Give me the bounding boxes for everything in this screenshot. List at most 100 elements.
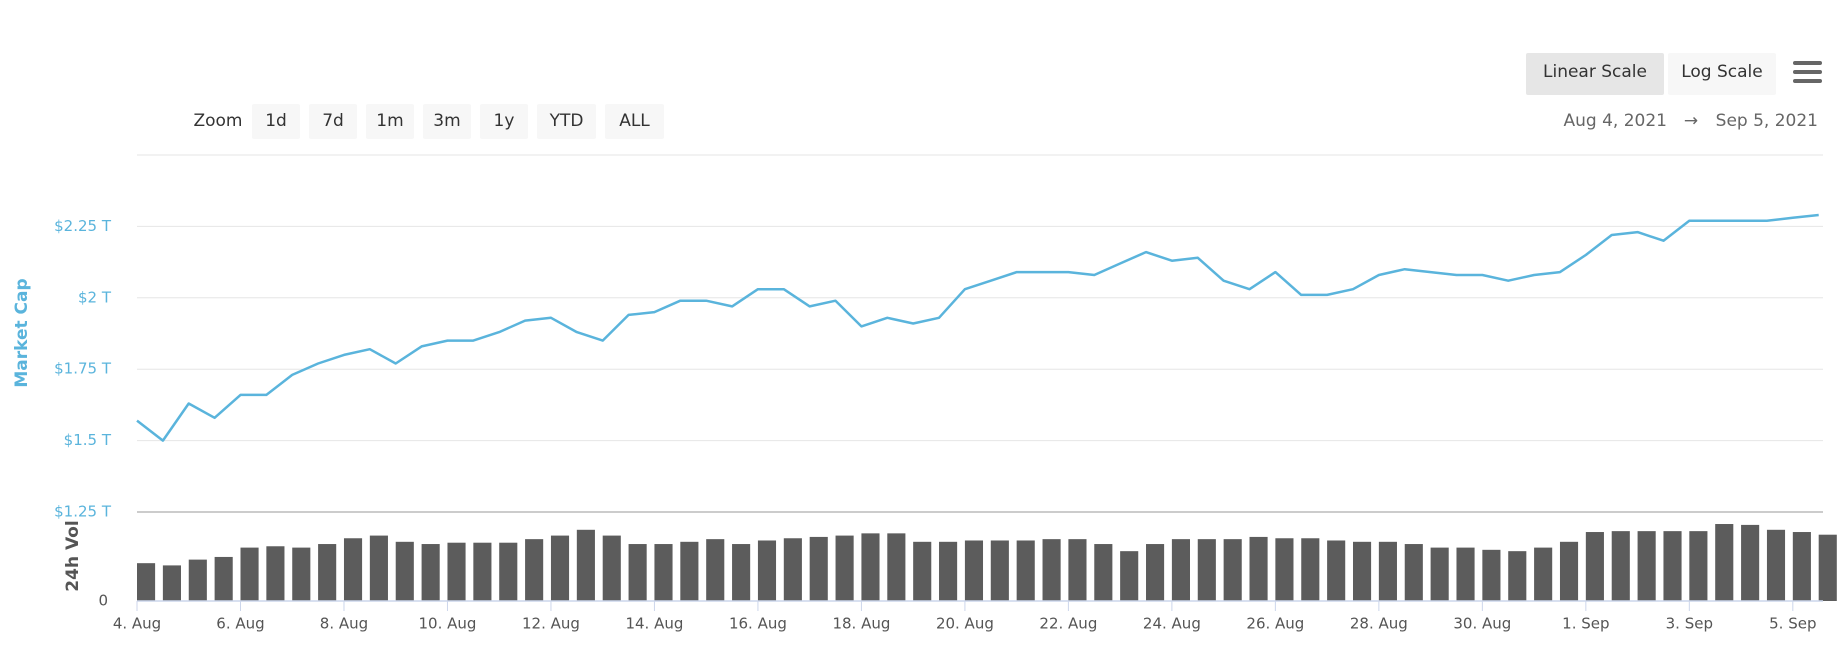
volume-bar: [576, 529, 595, 601]
volume-bar: [757, 540, 777, 601]
volume-bar: [1171, 539, 1190, 601]
volume-bar: [680, 541, 699, 601]
x-tick-label: 1. Sep: [1562, 615, 1609, 633]
volume-bar: [1456, 547, 1475, 601]
volume-bar: [1352, 541, 1372, 601]
x-tick-label: 8. Aug: [320, 615, 368, 633]
zoom-button[interactable]: [366, 104, 414, 139]
zoom-button-label: 3m: [433, 111, 460, 131]
volume-bar: [343, 538, 363, 601]
x-tick-label: 14. Aug: [625, 615, 683, 633]
volume-bar: [1120, 551, 1139, 601]
zoom-button[interactable]: [423, 104, 471, 139]
volume-bar: [1404, 544, 1423, 601]
volume-bar: [214, 556, 233, 601]
menu-icon[interactable]: [1793, 61, 1822, 83]
y-tick-label: $1.5 T: [64, 431, 112, 449]
zoom-label: Zoom: [193, 111, 242, 131]
zoom-button[interactable]: [605, 104, 664, 139]
volume-bar: [1663, 531, 1682, 601]
zoom-button-label: 7d: [322, 111, 344, 131]
volume-bar: [1197, 539, 1216, 601]
volume-bar: [1068, 539, 1087, 601]
y2-axis-title: 24h Vol: [63, 520, 83, 591]
volume-bar: [1430, 547, 1449, 601]
volume-bar: [369, 535, 388, 601]
volume-bar: [835, 535, 854, 601]
volume-bar: [1766, 529, 1786, 601]
x-tick-label: 4. Aug: [113, 615, 161, 633]
zoom-button-label: 1m: [376, 111, 403, 131]
volume-bar: [240, 547, 259, 601]
range-to: Sep 5, 2021: [1716, 111, 1818, 131]
volume-bar: [1249, 536, 1268, 601]
volume-bar: [913, 541, 932, 601]
x-tick-label: 28. Aug: [1350, 615, 1408, 633]
zoom-button[interactable]: [252, 104, 300, 139]
volume-bar: [964, 540, 984, 601]
y-axis-title: Market Cap: [12, 278, 32, 387]
x-tick-label: 20. Aug: [936, 615, 994, 633]
volume-bar: [137, 563, 156, 601]
volume-bar: [1792, 532, 1811, 601]
y-tick-label: $2 T: [78, 288, 112, 306]
volume-bar: [1378, 541, 1397, 601]
volume-bar: [1534, 547, 1553, 601]
volume-bar: [1559, 541, 1579, 601]
volume-bar: [292, 547, 311, 601]
volume-bar: [1637, 531, 1656, 601]
volume-bar: [1482, 549, 1501, 601]
volume-bar: [1094, 544, 1113, 601]
volume-bar: [602, 535, 621, 601]
zoom-button-label: 1y: [494, 111, 515, 131]
volume-bar: [1223, 539, 1242, 601]
volume-bar: [939, 541, 958, 601]
volume-bar: [1741, 524, 1760, 601]
volume-bar: [499, 542, 518, 601]
range-from: Aug 4, 2021: [1564, 111, 1668, 131]
volume-bar: [990, 540, 1009, 601]
volume-bar: [1016, 540, 1035, 601]
volume-bar: [447, 542, 466, 601]
volume-bar: [732, 544, 751, 601]
volume-bar: [318, 544, 337, 601]
y2-tick-label: 0: [98, 592, 108, 610]
volume-bar: [1327, 540, 1346, 601]
zoom-button-label: YTD: [549, 111, 584, 131]
x-tick-label: 22. Aug: [1039, 615, 1097, 633]
volume-bar: [783, 538, 802, 601]
volume-bar: [473, 542, 492, 601]
x-tick-label: 30. Aug: [1453, 615, 1511, 633]
x-tick-label: 18. Aug: [832, 615, 890, 633]
zoom-button[interactable]: [480, 104, 528, 139]
volume-bar: [1585, 532, 1604, 601]
x-tick-label: 16. Aug: [729, 615, 787, 633]
volume-bar: [421, 544, 440, 601]
zoom-button[interactable]: [537, 104, 596, 139]
x-tick-label: 6. Aug: [216, 615, 264, 633]
market-cap-line: [136, 213, 1819, 442]
scale-button[interactable]: [1526, 53, 1664, 95]
volume-bar: [266, 546, 285, 601]
volume-bar: [550, 535, 570, 601]
y-tick-label: $1.75 T: [54, 360, 112, 378]
volume-bar: [887, 533, 906, 601]
x-tick-label: 12. Aug: [522, 615, 580, 633]
volume-bar: [628, 544, 647, 601]
scale-button[interactable]: [1668, 53, 1776, 95]
volume-bar: [395, 541, 414, 601]
volume-bar: [525, 539, 544, 601]
volume-bar: [1611, 531, 1630, 601]
range-arrow: →: [1684, 111, 1698, 131]
volume-bar: [861, 533, 880, 601]
x-tick-label: 24. Aug: [1143, 615, 1201, 633]
volume-bar: [188, 559, 207, 601]
volume-bar: [654, 544, 673, 601]
zoom-button-label: ALL: [619, 111, 650, 131]
volume-bar: [1715, 524, 1734, 601]
zoom-button[interactable]: [309, 104, 357, 139]
x-tick-label: 10. Aug: [419, 615, 477, 633]
volume-bar: [1146, 544, 1165, 601]
x-tick-label: 5. Sep: [1769, 615, 1816, 633]
